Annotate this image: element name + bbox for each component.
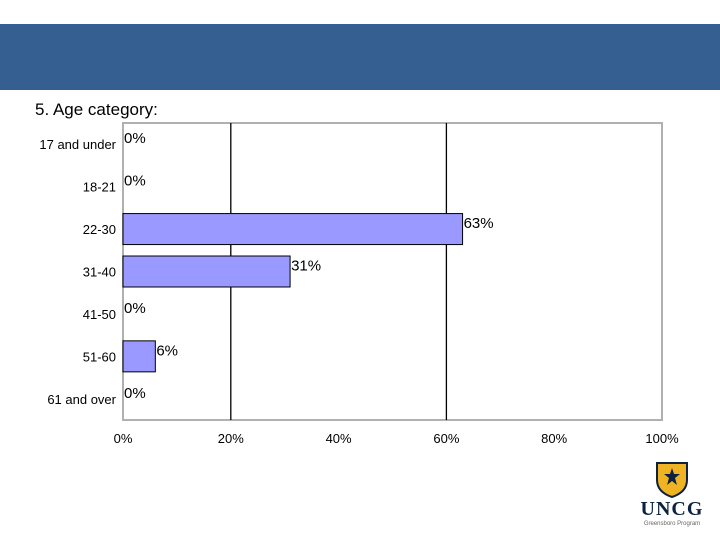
value-label: 31% bbox=[291, 258, 321, 275]
category-label: 41-50 bbox=[83, 307, 116, 322]
category-label: 61 and over bbox=[47, 392, 116, 407]
logo-text: UNCG bbox=[640, 498, 704, 520]
x-tick-label: 60% bbox=[433, 431, 459, 446]
x-tick-label: 100% bbox=[645, 431, 679, 446]
value-label: 0% bbox=[124, 385, 146, 402]
logo-subtitle: Greensboro Program bbox=[643, 521, 701, 527]
x-tick-label: 0% bbox=[114, 431, 133, 446]
category-label: 31-40 bbox=[83, 265, 116, 280]
category-label: 17 and under bbox=[39, 137, 116, 152]
value-label: 6% bbox=[156, 342, 178, 359]
uncg-logo: UNCG Greensboro Program bbox=[632, 460, 712, 530]
category-label: 22-30 bbox=[83, 222, 116, 237]
category-label: 18-21 bbox=[83, 180, 116, 195]
value-label: 0% bbox=[124, 173, 146, 190]
header-band bbox=[0, 24, 720, 90]
bar bbox=[122, 340, 156, 373]
x-tick-label: 40% bbox=[326, 431, 352, 446]
value-label: 0% bbox=[124, 130, 146, 147]
x-tick-label: 80% bbox=[541, 431, 567, 446]
bar bbox=[122, 255, 291, 288]
value-label: 0% bbox=[124, 300, 146, 317]
category-label: 51-60 bbox=[83, 349, 116, 364]
x-tick-label: 20% bbox=[218, 431, 244, 446]
chart-title: 5. Age category: bbox=[35, 100, 158, 119]
value-label: 63% bbox=[464, 215, 494, 232]
bar bbox=[122, 213, 464, 246]
shield-icon bbox=[656, 462, 688, 498]
